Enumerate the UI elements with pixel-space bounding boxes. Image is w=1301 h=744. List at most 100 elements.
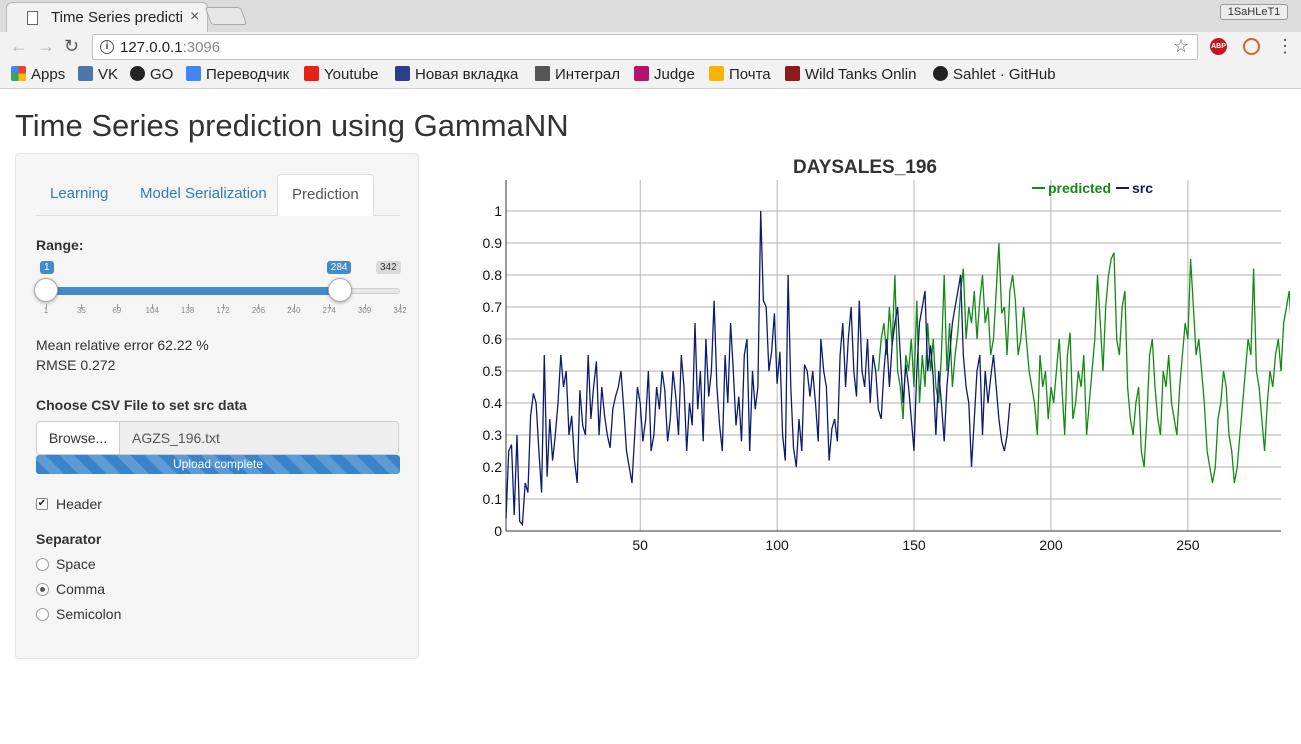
range-tick-label: 104 xyxy=(145,306,159,315)
new-tab-button[interactable] xyxy=(204,7,248,25)
radio-semicolon-label: Semicolon xyxy=(56,606,122,622)
bookmark-go[interactable]: GO xyxy=(130,66,173,83)
browse-button[interactable]: Browse... xyxy=(36,421,120,455)
range-slider-selection[interactable] xyxy=(46,287,340,295)
y-tick-label: 0.8 xyxy=(483,267,503,283)
range-tick xyxy=(81,304,83,309)
bookmark-label: Judge xyxy=(654,66,695,83)
radio-semicolon[interactable] xyxy=(36,608,49,621)
x-tick-label: 100 xyxy=(765,537,789,553)
range-tick xyxy=(187,304,189,309)
range-tick-label: 69 xyxy=(112,306,122,315)
file-name-field: AGZS_196.txt xyxy=(119,421,399,455)
browser-tabstrip: Time Series predicti × 1SaHLeT1 xyxy=(0,0,1301,32)
separator-label: Separator xyxy=(36,531,102,547)
info-icon[interactable]: i xyxy=(100,40,114,54)
youtube-icon xyxy=(304,66,319,81)
wild-tanks-icon xyxy=(785,66,800,81)
document-icon xyxy=(27,11,38,25)
y-tick-label: 0.5 xyxy=(483,363,503,379)
bookmark-apps[interactable]: Apps xyxy=(11,66,65,83)
browser-toolbar: ← → ↻ i 127.0.0.1:3096 ☆ xyxy=(0,32,1301,62)
range-tick xyxy=(116,304,118,309)
tab-model-serialization[interactable]: Model Serialization xyxy=(140,185,267,202)
tab-prediction[interactable]: Prediction xyxy=(277,174,374,216)
address-bar[interactable]: i 127.0.0.1:3096 ☆ xyxy=(92,34,1198,60)
menu-icon[interactable]: ⋮ xyxy=(1276,36,1294,56)
bookmark-new-tab[interactable]: Новая вкладка xyxy=(395,66,518,83)
folder-icon xyxy=(535,66,550,81)
y-tick-label: 0.1 xyxy=(483,491,503,507)
close-icon[interactable]: × xyxy=(190,8,200,25)
upload-progress-bar: Upload complete xyxy=(36,455,400,474)
chart-lines xyxy=(505,210,1290,527)
y-tick-label: 0.9 xyxy=(483,235,503,251)
mean-relative-error: Mean relative error 62.22 % xyxy=(36,337,209,353)
y-tick-label: 0 xyxy=(494,523,502,539)
range-to-label: 284 xyxy=(326,261,352,274)
range-tick xyxy=(223,304,224,309)
range-handle-from[interactable] xyxy=(34,278,58,302)
chart-axes: 50 100 150 200 250 0 0.1 0.2 0.3 0.4 0.5 0.6 0.7 0.8 0… xyxy=(483,180,1281,553)
vk-icon xyxy=(78,66,93,81)
bookmark-label: Sahlet · GitHub xyxy=(953,66,1056,83)
range-tick xyxy=(258,304,260,309)
url-port: :3096 xyxy=(182,39,221,56)
tab-title: Time Series predicti xyxy=(51,9,183,26)
tab-learning[interactable]: Learning xyxy=(50,185,109,202)
adblock-icon[interactable]: ABP xyxy=(1210,38,1227,55)
y-tick-label: 0.2 xyxy=(483,459,503,475)
series-line-src xyxy=(505,210,1011,527)
series-line-predicted xyxy=(877,242,1290,484)
radio-space[interactable] xyxy=(36,558,49,571)
bookmark-label: Интеграл xyxy=(555,66,621,83)
sidebar-panel: Learning Model Serialization Prediction … xyxy=(15,153,419,659)
bookmark-integral[interactable]: Интеграл xyxy=(535,66,620,83)
range-from-label: 1 xyxy=(40,261,54,274)
back-icon[interactable]: ← xyxy=(10,36,28,56)
rmse-value: RMSE 0.272 xyxy=(36,357,116,373)
browser-tab-active[interactable]: Time Series predicti × xyxy=(6,2,208,32)
range-tick-label: 138 xyxy=(180,306,195,315)
radio-space-label: Space xyxy=(56,556,96,572)
translate-icon xyxy=(186,66,201,81)
legend-label-predicted: predicted xyxy=(1048,180,1111,196)
url-text: 127.0.0.1:3096 xyxy=(120,39,220,56)
bookmark-label: Почта xyxy=(729,66,771,83)
bookmark-label: VK xyxy=(98,66,119,83)
range-handle-to[interactable] xyxy=(327,278,352,302)
github-icon xyxy=(933,66,948,81)
legend-label-src: src xyxy=(1132,180,1153,196)
bookmark-wild-tanks[interactable]: Wild Tanks Onlin xyxy=(785,66,918,83)
bookmark-mail[interactable]: Почта xyxy=(709,66,771,83)
range-tick xyxy=(329,304,331,309)
bookmark-judge[interactable]: Judge xyxy=(634,66,695,83)
range-tick-label: 342 xyxy=(393,306,407,315)
y-tick-label: 0.7 xyxy=(483,299,503,315)
range-tick-label: 35 xyxy=(76,306,86,315)
range-tick-label: 172 xyxy=(216,306,230,315)
file-input-label: Choose CSV File to set src data xyxy=(36,397,247,413)
radio-comma[interactable] xyxy=(36,583,49,596)
header-checkbox[interactable]: ✔ xyxy=(36,498,48,510)
url-host: 127.0.0.1 xyxy=(120,39,183,56)
bookmark-label: Новая вкладка xyxy=(415,66,519,83)
range-tick xyxy=(46,304,47,309)
x-tick-label: 250 xyxy=(1176,537,1200,553)
reload-icon[interactable]: ↻ xyxy=(64,36,80,56)
profile-button[interactable]: 1SaHLeT1 xyxy=(1220,4,1288,20)
shield-extension-icon[interactable] xyxy=(1243,38,1260,55)
y-tick-label: 1 xyxy=(494,203,502,219)
range-label: Range: xyxy=(36,237,84,253)
bookmark-vk[interactable]: VK xyxy=(78,66,118,83)
bookmark-translator[interactable]: Переводчик xyxy=(186,66,289,83)
range-tick xyxy=(364,304,366,309)
chart-title: DAYSALES_196 xyxy=(793,157,937,178)
bookmark-github[interactable]: Sahlet · GitHub xyxy=(933,66,1056,83)
range-tick-label: 274 xyxy=(322,306,336,315)
forward-icon[interactable]: → xyxy=(37,36,55,56)
bookmark-youtube[interactable]: Youtube xyxy=(304,66,379,83)
bookmark-label: GO xyxy=(150,66,174,83)
go-icon xyxy=(130,66,145,81)
bookmark-star-icon[interactable]: ☆ xyxy=(1172,36,1189,56)
